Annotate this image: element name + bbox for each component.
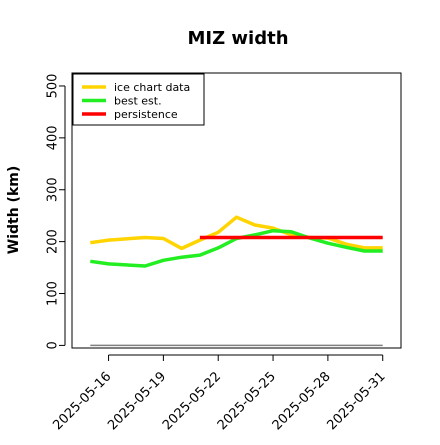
y-tick-label: 100: [46, 281, 61, 306]
legend-label: best est.: [114, 95, 162, 108]
series-line-ice-chart-data: [90, 215, 383, 251]
x-tick-label: 2025-05-19: [105, 369, 169, 433]
legend-label: ice chart data: [114, 81, 190, 94]
plot-frame: [71, 72, 402, 349]
y-tick-label: 300: [46, 177, 61, 202]
legend-box: [72, 73, 205, 126]
y-axis: 0 100 200 300 400 500: [46, 74, 66, 350]
y-axis-label: Width (km): [6, 166, 22, 255]
y-tick-label: 400: [46, 125, 61, 150]
chart-title: MIZ width: [187, 28, 288, 49]
x-axis: 2025-05-162025-05-192025-05-222025-05-25…: [50, 354, 389, 433]
y-tick-label: 0: [46, 341, 61, 349]
y-tick-label: 200: [46, 229, 61, 254]
series-layer: [90, 215, 383, 347]
x-tick-label: 2025-05-28: [270, 369, 334, 433]
y-tick-label: 500: [46, 74, 61, 99]
x-tick-label: 2025-05-31: [325, 369, 389, 433]
legend-label: persistence: [114, 108, 178, 121]
